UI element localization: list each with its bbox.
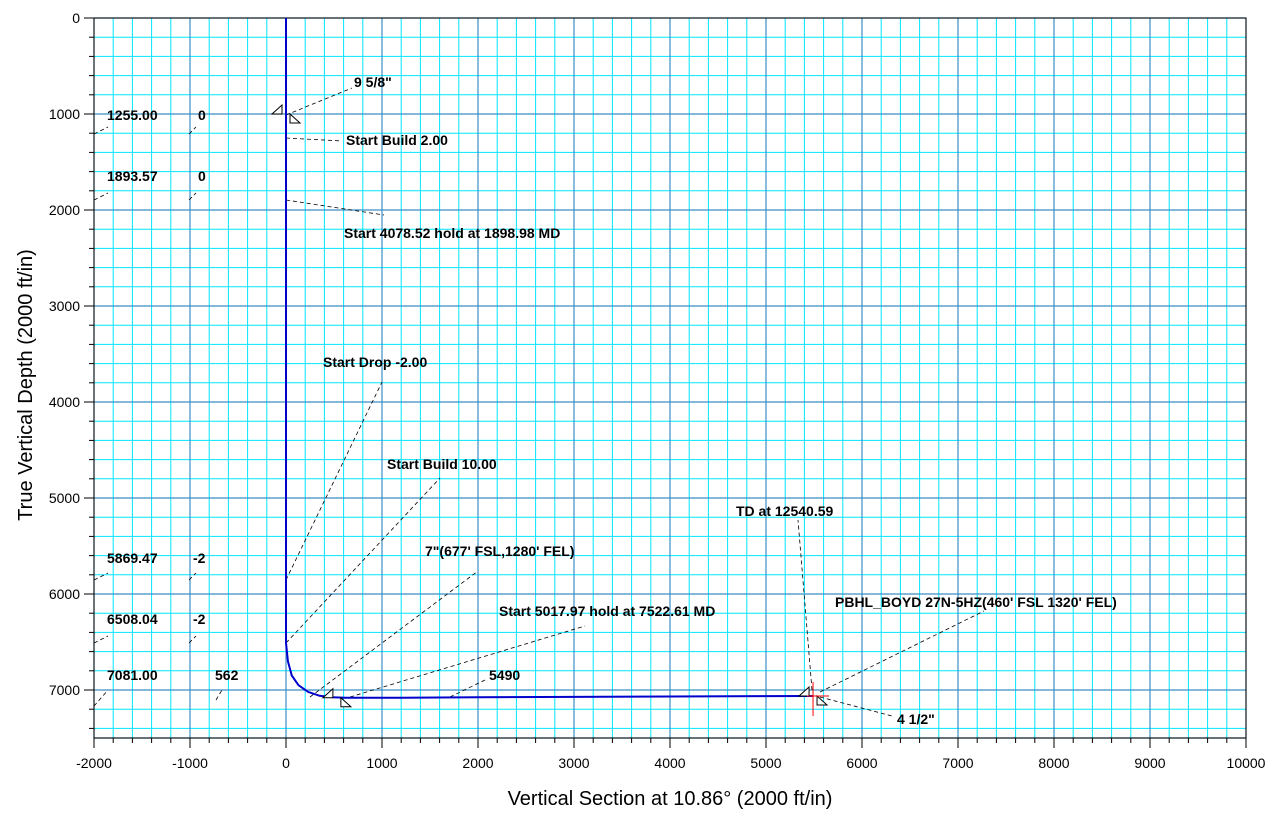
y-tick-label: 6000: [49, 586, 80, 602]
table-tvd: 5869.47: [107, 550, 158, 566]
casing-marker: [270, 103, 302, 124]
table-tvd: 1255.00: [107, 107, 158, 123]
annotation-label: 9 5/8": [354, 74, 392, 90]
casing-marker: [797, 685, 829, 706]
annotation-leader: [797, 519, 813, 691]
table-value: 0: [198, 168, 206, 184]
x-tick-label: 5000: [750, 755, 781, 771]
annotation-label: TD at 12540.59: [736, 503, 833, 519]
annotation-leader: [188, 126, 197, 135]
x-tick-label: 9000: [1134, 755, 1165, 771]
y-tick-label: 1000: [49, 106, 80, 122]
y-tick-label: 7000: [49, 682, 80, 698]
annotation-label: Start Build 10.00: [387, 456, 497, 472]
x-tick-label: 8000: [1038, 755, 1069, 771]
x-axis-title: Vertical Section at 10.86° (2000 ft/in): [508, 788, 833, 810]
annotation-leader: [93, 572, 109, 581]
axes: [84, 17, 1247, 748]
annotation-label: Start Drop -2.00: [323, 354, 427, 370]
table-value: 562: [215, 667, 239, 683]
x-tick-label: 6000: [846, 755, 877, 771]
annotation-leader: [285, 477, 441, 644]
annotation-leader: [309, 570, 479, 698]
table-value: -2: [193, 550, 206, 566]
x-tick-labels: -2000 -1000 0 1000 2000 3000 4000 5000 6000 7000 8…: [76, 755, 1266, 771]
table-value: 0: [198, 107, 206, 123]
x-tick-label: 2000: [462, 755, 493, 771]
x-tick-label: 4000: [654, 755, 685, 771]
annotation-label: Start Build 2.00: [346, 132, 448, 148]
table-value: -2: [193, 611, 206, 627]
annotation-leader: [285, 137, 343, 142]
table-tvd: 7081.00: [107, 667, 158, 683]
table-tvd: 1893.57: [107, 168, 158, 184]
y-tick-label: 4000: [49, 394, 80, 410]
y-axis-title: True Vertical Depth (2000 ft/in): [15, 249, 37, 521]
annotation-leader: [215, 689, 223, 701]
x-tick-label: 10000: [1227, 755, 1266, 771]
x-tick-label: -2000: [76, 755, 112, 771]
grid: [93, 17, 1247, 739]
x-tick-label: -1000: [172, 755, 208, 771]
annotation-leader: [93, 192, 109, 201]
annotation-leader: [188, 572, 197, 581]
x-tick-label: 0: [282, 755, 290, 771]
table-tvd: 6508.04: [107, 611, 158, 627]
y-tick-label: 2000: [49, 202, 80, 218]
annotation-leader: [349, 625, 586, 698]
y-tick-labels: 0 1000 2000 3000 4000 5000 6000 7000: [49, 10, 80, 698]
y-tick-label: 5000: [49, 490, 80, 506]
annotation-leader: [188, 635, 197, 644]
annotation-leader: [188, 192, 197, 201]
annotation-leader-lines: [93, 87, 985, 717]
wellbore-path: [285, 18, 814, 699]
annotation-leader: [93, 635, 109, 644]
annotation-leader: [93, 689, 109, 707]
annotation-label: Start 4078.52 hold at 1898.98 MD: [344, 225, 560, 241]
annotation-leader: [285, 381, 383, 581]
annotation-label: 7"(677' FSL,1280' FEL): [425, 543, 574, 559]
annotation-label: 5490: [489, 667, 520, 683]
annotation-label: Start 5017.97 hold at 7522.61 MD: [499, 603, 715, 619]
y-tick-label: 0: [72, 10, 80, 26]
casing-markers: [270, 103, 830, 716]
annotation-leader: [819, 610, 985, 693]
annotation-label: 4 1/2": [897, 711, 935, 727]
annotation-leader: [285, 199, 385, 216]
x-tick-label: 7000: [942, 755, 973, 771]
casing-shoe-left: [270, 103, 283, 115]
casing-shoe-left: [797, 685, 810, 697]
annotation-leader: [93, 126, 109, 135]
annotation-label: PBHL_BOYD 27N-5HZ(460' FSL 1320' FEL): [835, 594, 1117, 610]
y-tick-label: 3000: [49, 298, 80, 314]
wellbore-line: [285, 18, 814, 699]
x-tick-label: 3000: [558, 755, 589, 771]
casing-shoe-right: [340, 696, 353, 708]
casing-shoe-left: [321, 687, 334, 699]
x-tick-label: 1000: [366, 755, 397, 771]
annotation-leader: [285, 87, 353, 116]
casing-shoe-right: [289, 112, 302, 124]
annotation-leader: [819, 696, 893, 717]
casing-marker: [321, 687, 353, 708]
casing-shoe-right: [816, 694, 829, 706]
